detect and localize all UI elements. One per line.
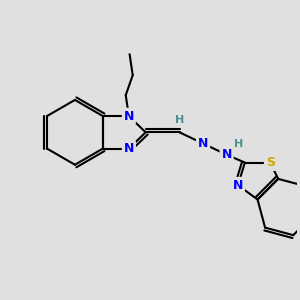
Text: N: N (221, 148, 232, 161)
Text: H: H (234, 139, 244, 148)
Text: N: N (124, 142, 134, 155)
Text: H: H (175, 115, 184, 125)
Text: N: N (198, 137, 208, 150)
Text: N: N (233, 179, 243, 192)
Text: S: S (266, 156, 275, 169)
Text: N: N (124, 110, 134, 123)
